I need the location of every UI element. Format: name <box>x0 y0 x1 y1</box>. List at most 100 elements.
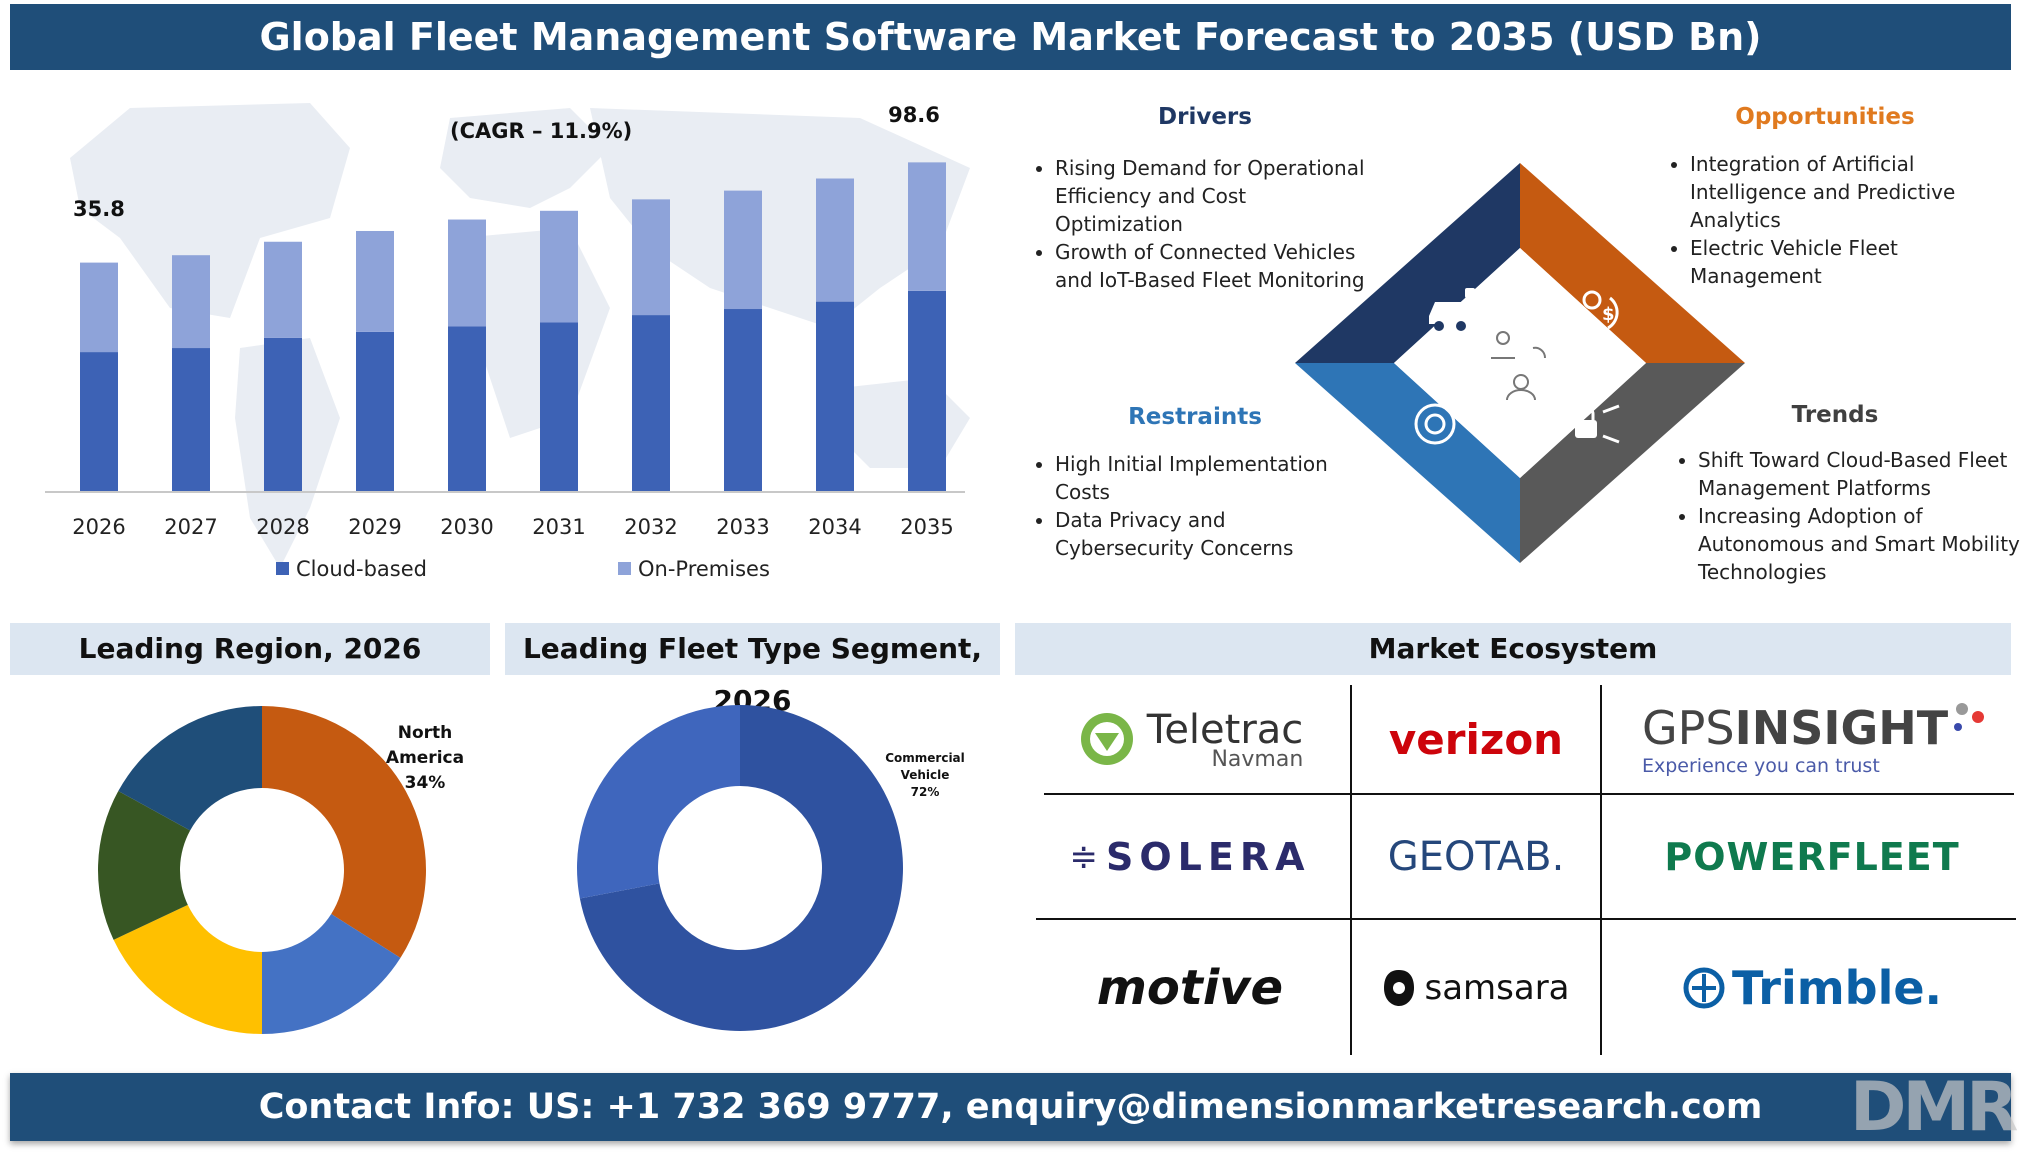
region-slices-layer <box>98 706 426 1034</box>
region-label-line-1: North <box>398 723 453 743</box>
legend-swatch-cloud <box>276 562 289 575</box>
gpsinsight-name-b: INSIGHT <box>1734 701 1949 755</box>
fleet-label-line-3: 72% <box>911 785 940 799</box>
annotation-last-value: 98.6 <box>888 103 940 127</box>
bar-chart: 2026 2027 2028 2029 2030 2031 2032 2033 2034 2035… <box>45 103 970 581</box>
trends-item: Shift Toward Cloud-Based Fleet Managemen… <box>1698 446 2029 502</box>
verizon-logo: verizon <box>1352 685 1600 793</box>
x-tick-label: 2030 <box>440 515 493 539</box>
grid-vline <box>1350 685 1352 1055</box>
opportunities-quadrant <box>1520 163 1745 363</box>
fleet-label-line-2: Vehicle <box>901 768 950 782</box>
grid-hline <box>1036 918 2016 920</box>
verizon-name: verizon <box>1388 714 1564 764</box>
fleet-type-header: Leading Fleet Type Segment, 2026 <box>505 623 1000 717</box>
gpsinsight-tagline: Experience you can trust <box>1642 755 1880 777</box>
annotation-first-value: 35.8 <box>73 197 125 221</box>
region-label-line-3: 34% <box>405 773 446 793</box>
legend-label-cloud: Cloud-based <box>296 557 427 581</box>
grid-vline <box>1600 685 1602 1055</box>
bar-onprem-2032 <box>632 199 670 316</box>
bar-cloud-2029 <box>356 331 394 492</box>
drivers-quadrant <box>1295 163 1520 363</box>
fleet-type-donut: Commercial Vehicle 72% <box>577 705 965 1031</box>
region-slice-3 <box>98 790 191 940</box>
x-tick-label: 2029 <box>348 515 401 539</box>
bar-cloud-2034 <box>816 301 854 492</box>
restraints-item: Data Privacy and Cybersecurity Concerns <box>1055 506 1365 562</box>
bar-onprem-2033 <box>724 190 762 310</box>
fleet-slice-0 <box>579 705 903 1031</box>
grid-hline <box>1044 793 2014 795</box>
drivers-title: Drivers <box>1158 104 1252 130</box>
trends-title: Trends <box>1791 402 1879 428</box>
samsara-logo: samsara <box>1352 920 1600 1055</box>
opportunities-title: Opportunities <box>1735 104 1915 130</box>
x-tick-label: 2032 <box>624 515 677 539</box>
bar-cloud-2030 <box>448 326 486 492</box>
gpsinsight-logo: GPS INSIGHT Experience you can trust <box>1602 685 2022 793</box>
trends-quadrant <box>1520 363 1745 563</box>
trimble-globe-icon <box>1683 967 1725 1008</box>
bar-onprem-2034 <box>816 178 854 302</box>
bar-cloud-2032 <box>632 315 670 492</box>
trimble-logo: Trimble. <box>1602 920 2022 1055</box>
solera-logo: ≑ SOLERA <box>1030 795 1350 918</box>
page-title: Global Fleet Management Software Market … <box>10 4 2011 70</box>
bar-onprem-2026 <box>80 262 118 353</box>
bar-cloud-2035 <box>908 290 946 492</box>
geotab-logo: GEOTAB. <box>1352 795 1600 918</box>
drivers-item: Growth of Connected Vehicles and IoT-Bas… <box>1055 238 1365 294</box>
opportunities-item: Electric Vehicle Fleet Management <box>1690 234 2010 290</box>
factors-panel: Drivers Rising Demand for Operational Ef… <box>1005 88 2025 608</box>
drivers-item: Rising Demand for Operational Efficiency… <box>1055 154 1365 238</box>
bar-cloud-2027 <box>172 348 210 492</box>
drivers-list: Rising Demand for Operational Efficiency… <box>1025 154 1365 294</box>
opportunities-list: Integration of Artificial Intelligence a… <box>1660 150 2010 290</box>
gpsinsight-dots-icon <box>1954 703 1985 731</box>
money-cycle-icon: $ <box>1582 290 1619 334</box>
cagr-annotation: (CAGR – 11.9%) <box>450 119 632 143</box>
x-tick-label: 2035 <box>900 515 953 539</box>
car-icon <box>1429 288 1475 331</box>
powerfleet-logo: POWERFLEET <box>1602 795 2022 918</box>
bar-onprem-2030 <box>448 219 486 327</box>
fleet-label-line-1: Commercial <box>885 751 965 765</box>
ecosystem-header: Market Ecosystem <box>1015 623 2011 675</box>
teletrac-logo: Teletrac Navman <box>1030 685 1350 793</box>
motive-logo: motive <box>1030 920 1350 1055</box>
bar-chart-panel: 2026 2027 2028 2029 2030 2031 2032 2033 2034 2035… <box>10 88 1000 608</box>
fleet-slice-1 <box>577 705 740 899</box>
x-tick-label: 2031 <box>532 515 585 539</box>
fleet-slices-layer <box>577 705 903 1031</box>
legend-swatch-onprem <box>618 562 631 575</box>
x-tick-label: 2028 <box>256 515 309 539</box>
teletrac-sub: Navman <box>1211 746 1304 772</box>
region-slice-4 <box>118 706 262 831</box>
svg-text:$: $ <box>1602 304 1615 325</box>
bar-cloud-2028 <box>264 337 302 492</box>
solera-name: SOLERA <box>1105 834 1311 879</box>
restraints-title: Restraints <box>1128 404 1262 430</box>
restraints-list: High Initial Implementation Costs Data P… <box>1025 450 1365 562</box>
legend-label-onprem: On-Premises <box>638 557 770 581</box>
bar-onprem-2031 <box>540 210 578 323</box>
region-slice-1 <box>262 913 401 1034</box>
bar-cloud-2026 <box>80 352 118 492</box>
bars-layer <box>80 162 946 492</box>
ecosystem-grid: Teletrac Navman verizon GPS INSIGHT Expe… <box>1030 685 2022 1055</box>
bar-onprem-2027 <box>172 255 210 349</box>
network-gear-icon <box>1414 403 1456 445</box>
teletrac-name: Teletrac <box>1146 706 1304 753</box>
leading-region-donut: North America 34% <box>98 706 464 1034</box>
bar-onprem-2028 <box>264 241 302 338</box>
region-label-line-2: America <box>386 748 464 768</box>
bar-onprem-2029 <box>356 230 394 332</box>
teletrac-emblem-icon <box>1080 713 1133 765</box>
x-tick-label: 2034 <box>808 515 861 539</box>
restraints-item: High Initial Implementation Costs <box>1055 450 1365 506</box>
x-tick-label: 2033 <box>716 515 769 539</box>
powerfleet-name: POWERFLEET <box>1664 834 1960 879</box>
geotab-name: GEOTAB. <box>1387 833 1565 880</box>
x-ticks-layer: 2026 2027 2028 2029 2030 2031 2032 2033 2034 2035 <box>72 515 953 539</box>
